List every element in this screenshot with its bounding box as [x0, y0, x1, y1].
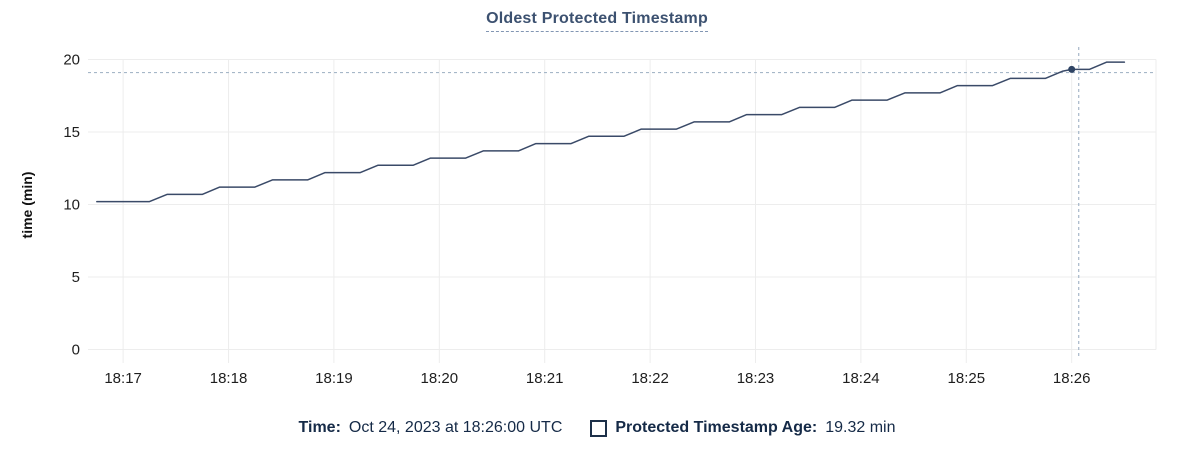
svg-text:18:26: 18:26 [1053, 370, 1091, 387]
legend-time: Time: Oct 24, 2023 at 18:26:00 UTC [299, 419, 563, 437]
svg-text:18:21: 18:21 [526, 370, 564, 387]
svg-text:18:24: 18:24 [842, 370, 880, 387]
svg-text:18:25: 18:25 [948, 370, 986, 387]
svg-text:18:20: 18:20 [421, 370, 459, 387]
svg-text:5: 5 [72, 269, 80, 286]
legend-series-label: Protected Timestamp Age: [615, 419, 818, 436]
svg-text:20: 20 [63, 52, 80, 69]
y-axis-tick-labels: 0 5 10 15 20 [63, 52, 80, 359]
svg-text:15: 15 [63, 124, 80, 141]
highlighted-data-point [1068, 65, 1076, 73]
legend-time-value: Oct 24, 2023 at 18:26:00 UTC [348, 419, 563, 436]
y-axis-label: time (min) [19, 172, 35, 239]
chart-title-row: Oldest Protected Timestamp [0, 10, 1194, 32]
legend-time-label: Time: [298, 419, 341, 436]
legend-series-value: 19.32 min [825, 419, 896, 436]
svg-text:18:19: 18:19 [315, 370, 353, 387]
svg-text:18:23: 18:23 [737, 370, 775, 387]
svg-text:10: 10 [63, 197, 80, 214]
svg-text:18:17: 18:17 [104, 370, 142, 387]
crosshair [88, 47, 1156, 358]
x-axis-tick-labels: 18:17 18:18 18:19 18:20 18:21 18:22 18:23 18:24… [104, 370, 1090, 387]
series-line-protected-timestamp-age [96, 61, 1126, 203]
svg-text:0: 0 [72, 342, 80, 359]
gridlines [88, 59, 1157, 363]
svg-text:18:22: 18:22 [631, 370, 669, 387]
chart-title[interactable]: Oldest Protected Timestamp [486, 10, 708, 32]
chart-legend: Time: Oct 24, 2023 at 18:26:00 UTC Prote… [0, 419, 1194, 437]
svg-text:18:18: 18:18 [210, 370, 248, 387]
series-checkbox-icon[interactable] [590, 419, 608, 437]
legend-series-protected-timestamp-age[interactable]: Protected Timestamp Age: 19.32 min [590, 419, 895, 437]
